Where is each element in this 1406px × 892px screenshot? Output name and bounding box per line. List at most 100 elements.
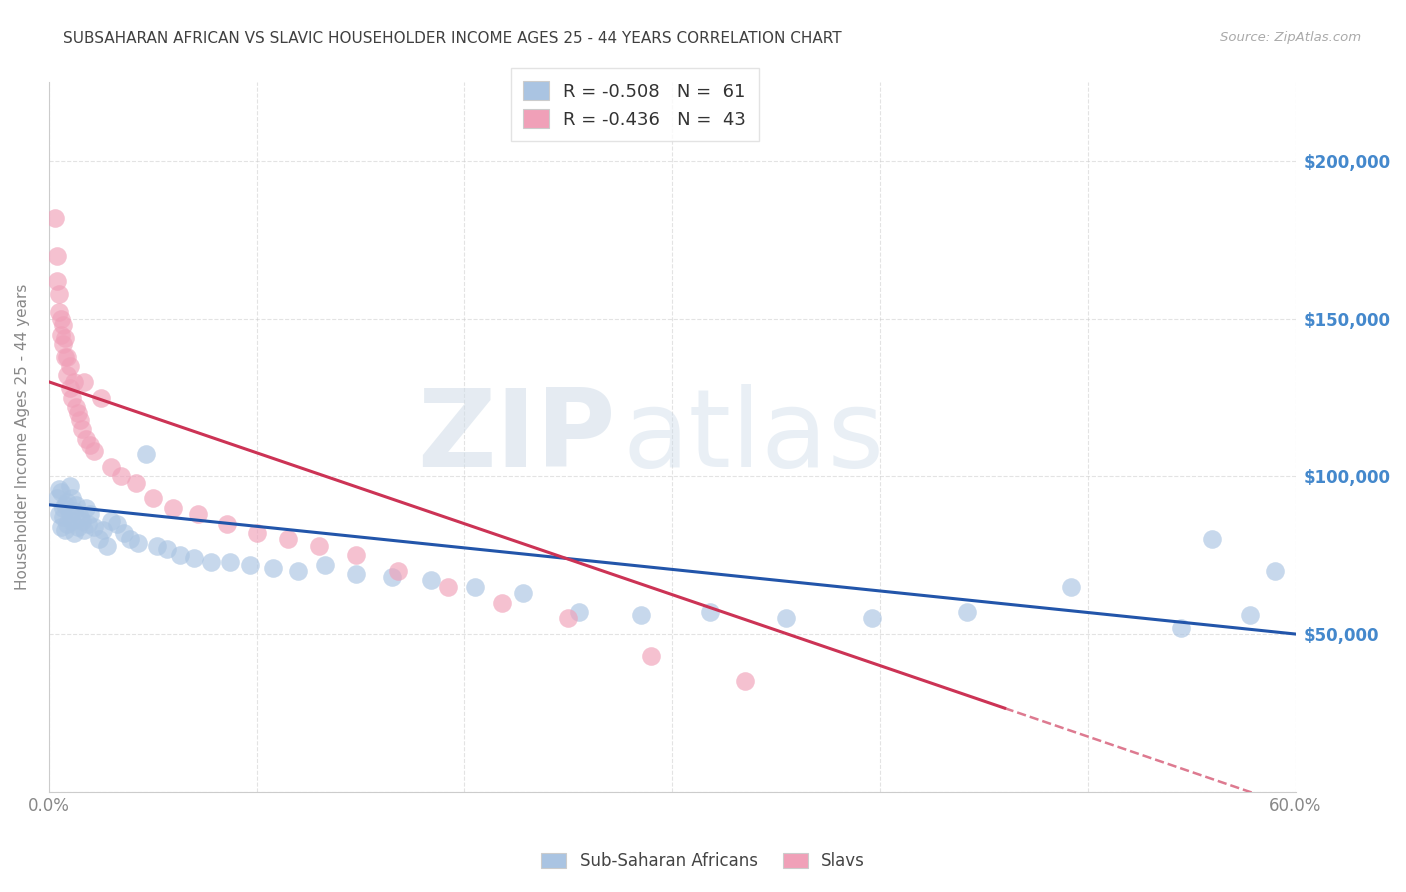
Point	[73, 375, 96, 389]
Point	[699, 605, 721, 619]
Point	[51, 520, 73, 534]
Point	[1170, 621, 1192, 635]
Point	[860, 611, 883, 625]
Point	[162, 500, 184, 515]
Point	[51, 485, 73, 500]
Point	[79, 438, 101, 452]
Point	[464, 580, 486, 594]
Point	[58, 381, 80, 395]
Point	[262, 561, 284, 575]
Point	[436, 580, 458, 594]
Point	[344, 548, 367, 562]
Point	[118, 533, 141, 547]
Legend: Sub-Saharan Africans, Slavs: Sub-Saharan Africans, Slavs	[534, 846, 872, 877]
Point	[62, 526, 84, 541]
Point	[381, 570, 404, 584]
Point	[46, 491, 69, 506]
Point	[62, 375, 84, 389]
Point	[53, 331, 76, 345]
Point	[77, 516, 100, 531]
Text: atlas: atlas	[623, 384, 884, 490]
Point	[46, 274, 69, 288]
Point	[79, 507, 101, 521]
Text: ZIP: ZIP	[418, 384, 616, 490]
Point	[58, 359, 80, 373]
Point	[91, 523, 114, 537]
Point	[187, 507, 209, 521]
Point	[308, 539, 330, 553]
Point	[169, 548, 191, 562]
Point	[277, 533, 299, 547]
Point	[146, 539, 169, 553]
Point	[46, 249, 69, 263]
Point	[217, 516, 239, 531]
Point	[48, 305, 70, 319]
Point	[51, 327, 73, 342]
Point	[491, 595, 513, 609]
Point	[65, 400, 87, 414]
Point	[70, 514, 93, 528]
Point	[127, 535, 149, 549]
Point	[51, 311, 73, 326]
Point	[52, 500, 75, 515]
Point	[56, 494, 79, 508]
Point	[734, 674, 756, 689]
Point	[110, 469, 132, 483]
Point	[58, 479, 80, 493]
Point	[512, 586, 534, 600]
Point	[60, 391, 83, 405]
Point	[387, 564, 409, 578]
Point	[56, 368, 79, 383]
Point	[1239, 608, 1261, 623]
Point	[142, 491, 165, 506]
Point	[287, 564, 309, 578]
Point	[53, 350, 76, 364]
Point	[48, 482, 70, 496]
Point	[53, 498, 76, 512]
Point	[100, 459, 122, 474]
Point	[314, 558, 336, 572]
Point	[630, 608, 652, 623]
Point	[56, 350, 79, 364]
Point	[52, 318, 75, 332]
Point	[58, 507, 80, 521]
Point	[60, 491, 83, 506]
Point	[640, 649, 662, 664]
Point	[156, 541, 179, 556]
Point	[568, 605, 591, 619]
Point	[112, 526, 135, 541]
Point	[69, 510, 91, 524]
Point	[200, 555, 222, 569]
Point	[96, 539, 118, 553]
Point	[53, 523, 76, 537]
Point	[83, 444, 105, 458]
Point	[100, 514, 122, 528]
Point	[183, 551, 205, 566]
Point	[48, 286, 70, 301]
Point	[75, 432, 97, 446]
Y-axis label: Householder Income Ages 25 - 44 years: Householder Income Ages 25 - 44 years	[15, 284, 30, 591]
Point	[69, 412, 91, 426]
Point	[557, 611, 579, 625]
Point	[65, 498, 87, 512]
Point	[87, 533, 110, 547]
Point	[48, 507, 70, 521]
Point	[62, 504, 84, 518]
Point	[1060, 580, 1083, 594]
Text: Source: ZipAtlas.com: Source: ZipAtlas.com	[1220, 31, 1361, 45]
Point	[52, 337, 75, 351]
Point	[135, 447, 157, 461]
Point	[218, 555, 240, 569]
Legend: R = -0.508   N =  61, R = -0.436   N =  43: R = -0.508 N = 61, R = -0.436 N = 43	[510, 68, 759, 141]
Point	[75, 500, 97, 515]
Point	[66, 406, 89, 420]
Point	[245, 526, 267, 541]
Point	[420, 574, 443, 588]
Point	[83, 520, 105, 534]
Point	[70, 422, 93, 436]
Point	[56, 516, 79, 531]
Point	[66, 520, 89, 534]
Point	[775, 611, 797, 625]
Point	[73, 523, 96, 537]
Point	[44, 211, 66, 225]
